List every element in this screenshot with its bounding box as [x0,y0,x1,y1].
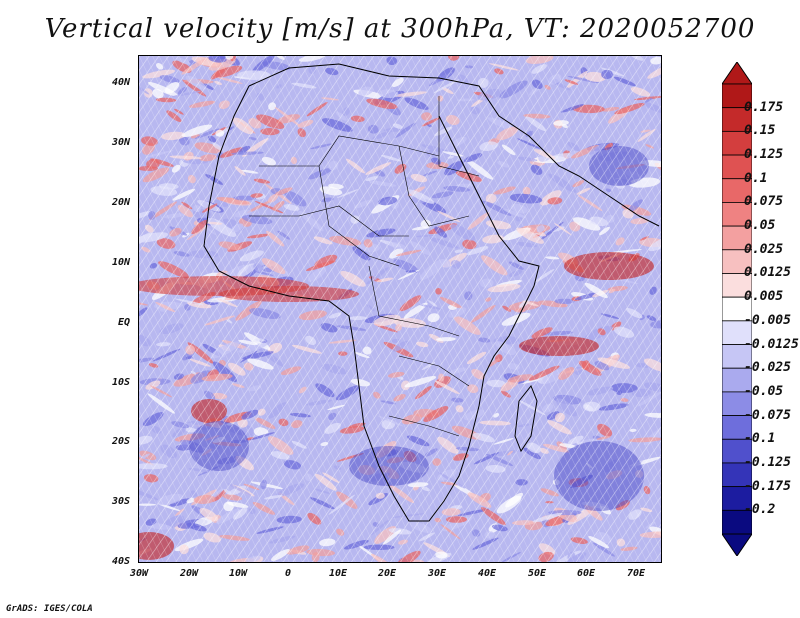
lon-tick-label: 10W [228,568,248,579]
coastline-outline [203,63,660,522]
lon-tick-label: 20E [377,568,397,579]
colorbar-label: -0.2 [744,502,776,518]
vertical-velocity-field [139,56,661,562]
lon-tick-label: 70E [626,568,646,579]
colorbar-bottom-triangle [721,533,753,557]
lon-tick-label: 20W [179,568,199,579]
colorbar-label: -0.175 [744,478,791,494]
lat-tick-label: 30N [111,137,130,148]
map-title: Vertical velocity [m/s] at 300hPa, VT: 2… [44,14,756,44]
lat-tick-label: 40S [111,556,130,567]
lon-tick-label: 0 [284,568,292,579]
colorbar-label: -0.125 [744,454,791,470]
colorbar-label: -0.025 [744,360,791,376]
colorbar-label: 0.1 [744,170,768,186]
colorbar-top-triangle [721,61,753,85]
colorbar-label: -0.0125 [744,336,799,352]
lat-tick-label: 10S [111,377,130,388]
footer-credit: GrADS: IGES/COLA [6,604,93,614]
colorbar-label: -0.1 [744,431,776,447]
colorbar-label: 0.0125 [744,265,791,281]
lat-tick-label: 20S [111,436,130,447]
lon-tick-label: 10E [328,568,348,579]
lon-tick-label: 30E [427,568,447,579]
lat-tick-label: 10N [111,257,130,268]
lat-tick-label: EQ [117,317,130,328]
lon-tick-label: 60E [576,568,596,579]
map-plot-area [138,55,662,563]
country-borders [249,96,480,437]
colorbar-label: 0.005 [744,289,784,305]
colorbar-label: -0.075 [744,407,791,423]
lon-tick-label: 40E [477,568,497,579]
lat-tick-label: 40N [111,77,130,88]
lat-tick-label: 20N [111,197,130,208]
colorbar-label: 0.075 [744,194,784,210]
colorbar-label: -0.05 [744,383,784,399]
colorbar-label: 0.15 [744,123,776,139]
colorbar-label: 0.125 [744,147,784,163]
lat-tick-label: 30S [111,496,130,507]
colorbar-label: 0.05 [744,218,776,234]
lon-tick-label: 50E [527,568,547,579]
colorbar-label: -0.005 [744,312,791,328]
colorbar-label: 0.025 [744,241,784,257]
colorbar-label: 0.175 [744,99,784,115]
lon-tick-label: 30W [129,568,149,579]
